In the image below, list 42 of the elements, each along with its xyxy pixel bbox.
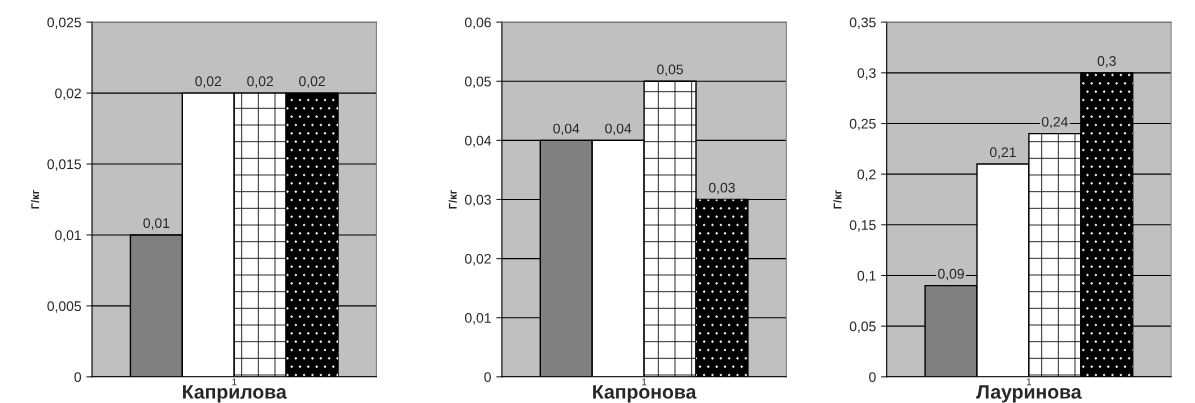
y-tick-label: 0,02 [465,253,491,266]
y-tick-label: 0,005 [47,301,82,313]
y-tick-label: 0 [484,372,491,382]
y-axis-title: Г/кг [833,190,842,209]
y-tick-label: 0,04 [465,135,492,148]
y-tick-label: 0,35 [849,17,876,29]
y-tick-label: 0,01 [465,313,491,325]
x-axis-title: Каприлова [183,385,287,403]
y-tick-label: 0,01 [55,230,81,242]
data-label: 0,04 [605,123,632,136]
data-label: 0,02 [195,76,222,88]
y-tick-label: 0 [869,372,876,382]
y-tick-label: 0,05 [465,76,491,89]
y-tick-label: 0,03 [465,194,491,207]
data-label: 0,3 [1097,56,1116,68]
x-axis-title: Лауринова [976,385,1082,403]
x-tick-label: 1 [642,378,647,386]
data-label: 0,03 [708,182,735,195]
y-tick-label: 0,025 [47,17,82,29]
data-label: 0,24 [1041,116,1068,129]
data-label: 0,05 [657,64,683,76]
x-axis-title: Капронова [593,385,697,403]
y-tick-label: 0 [74,372,82,382]
y-tick-label: 0,06 [465,17,491,29]
data-label: 0,04 [553,123,580,136]
y-tick-label: 0,2 [857,169,876,181]
data-label: 0,21 [989,147,1016,159]
data-label: 0,02 [299,76,325,88]
data-label: 0,01 [143,218,170,230]
y-tick-label: 0,15 [849,220,876,232]
y-axis-title: Г/кг [30,190,40,209]
data-label: 0,02 [247,76,273,88]
x-tick-label: 1 [1026,378,1032,386]
y-tick-label: 0,02 [55,88,81,100]
y-axis-title: Г/кг [448,190,457,209]
y-tick-label: 0,1 [857,270,876,283]
data-label: 0,09 [938,268,964,281]
y-tick-label: 0,015 [47,159,82,171]
y-tick-label: 0,05 [849,321,876,333]
x-tick-label: 1 [232,378,237,386]
y-tick-label: 0,3 [857,68,876,80]
y-tick-label: 0,25 [849,118,876,131]
